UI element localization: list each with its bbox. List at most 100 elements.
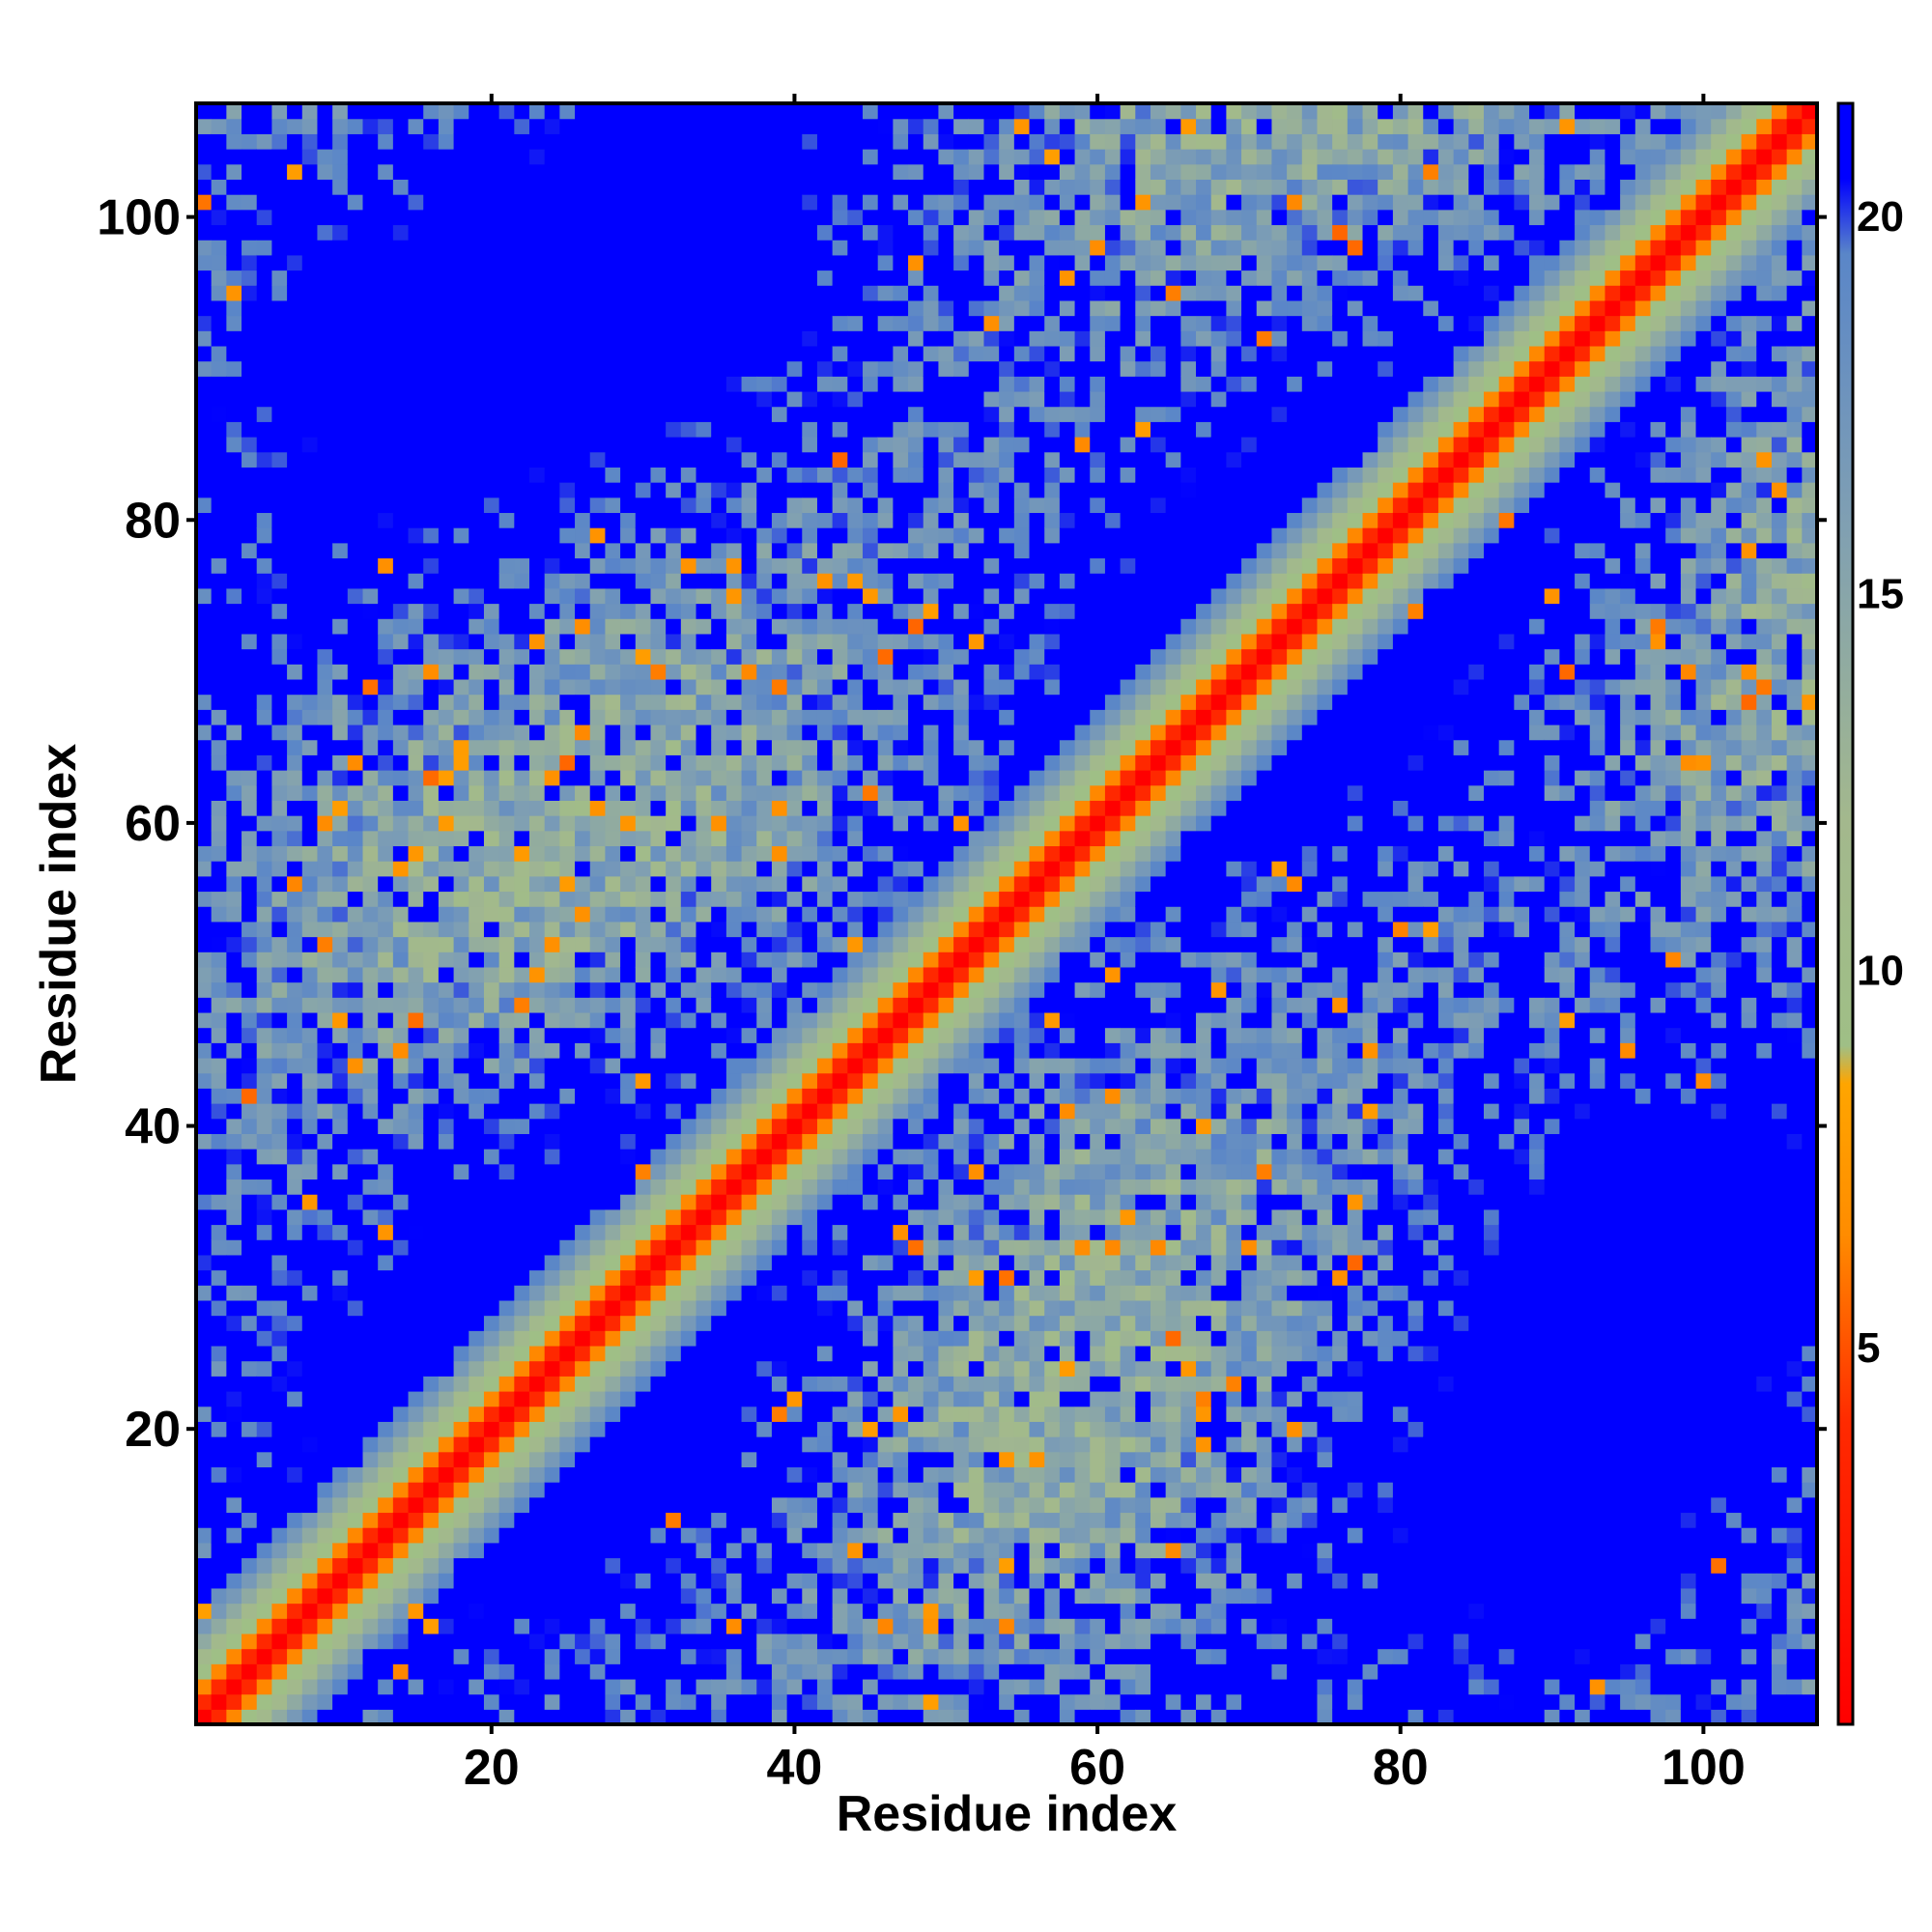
heatmap-cell <box>605 390 621 408</box>
heatmap-cell <box>559 936 576 952</box>
heatmap-cell <box>438 739 455 755</box>
heatmap-cell <box>816 1118 834 1134</box>
heatmap-cell <box>211 830 227 847</box>
heatmap-cell <box>771 952 788 968</box>
heatmap-cell <box>725 421 743 438</box>
heatmap-cell <box>362 451 379 468</box>
heatmap-cell <box>211 1315 227 1331</box>
heatmap-cell <box>650 406 667 422</box>
heatmap-cell <box>301 482 319 498</box>
heatmap-cell <box>392 270 410 286</box>
heatmap-cell <box>589 1436 607 1453</box>
heatmap-cell <box>559 376 576 392</box>
heatmap-cell <box>711 163 727 181</box>
heatmap-cell <box>211 1133 227 1150</box>
heatmap-cell <box>301 224 319 241</box>
heatmap-cell <box>287 1542 303 1559</box>
heatmap-cell <box>408 1224 424 1240</box>
heatmap-cell <box>301 694 319 710</box>
heatmap-cell <box>696 603 712 619</box>
heatmap-cell <box>589 754 607 771</box>
heatmap-cell <box>711 1436 727 1453</box>
heatmap-cell <box>605 149 621 165</box>
heatmap-cell <box>498 497 515 514</box>
heatmap-cell <box>802 603 818 619</box>
heatmap-cell <box>786 1482 803 1498</box>
heatmap-cell <box>863 1527 879 1544</box>
heatmap-cell <box>332 1390 349 1407</box>
heatmap-cell <box>650 224 667 241</box>
heatmap-cell <box>226 1527 242 1544</box>
heatmap-cell <box>529 1603 546 1619</box>
heatmap-cell <box>514 618 530 635</box>
heatmap-cell <box>620 1042 637 1059</box>
heatmap-cell <box>301 1421 319 1437</box>
heatmap-cell <box>301 194 319 211</box>
heatmap-cell <box>423 981 440 998</box>
heatmap-cell <box>226 1421 242 1437</box>
heatmap-cell <box>802 1239 818 1256</box>
heatmap-cell <box>786 1103 803 1120</box>
heatmap-cell <box>211 648 227 665</box>
heatmap-cell <box>378 1027 394 1043</box>
heatmap-cell <box>438 573 455 589</box>
heatmap-cell <box>756 1678 773 1695</box>
heatmap-cell <box>196 224 213 241</box>
heatmap-cell <box>408 482 424 498</box>
heatmap-cell <box>438 1330 455 1347</box>
heatmap-cell <box>469 482 485 498</box>
heatmap-cell <box>666 603 682 619</box>
heatmap-cell <box>741 330 757 347</box>
heatmap-cell <box>575 966 591 983</box>
heatmap-cell <box>696 1527 712 1544</box>
heatmap-cell <box>802 800 818 816</box>
heatmap-cell <box>211 1118 227 1134</box>
heatmap-cell <box>196 376 213 392</box>
heatmap-cell <box>635 421 652 438</box>
heatmap-cell <box>863 1254 879 1271</box>
heatmap-cell <box>362 1693 379 1710</box>
heatmap-cell <box>211 1451 227 1467</box>
heatmap-cell <box>196 1376 213 1392</box>
heatmap-cell <box>741 664 757 680</box>
heatmap-cell <box>256 1376 273 1392</box>
heatmap-cell <box>832 678 848 696</box>
heatmap-cell <box>680 315 697 331</box>
heatmap-cell <box>589 936 607 952</box>
heatmap-cell <box>816 739 834 755</box>
heatmap-cell <box>453 678 469 696</box>
heatmap-cell <box>469 360 485 377</box>
heatmap-cell <box>680 1663 697 1680</box>
heatmap-cell <box>483 891 500 907</box>
heatmap-cell <box>544 1269 560 1286</box>
heatmap-cell <box>271 1376 288 1392</box>
heatmap-cell <box>408 1633 424 1650</box>
heatmap-cell <box>650 285 667 301</box>
heatmap-cell <box>863 360 879 377</box>
heatmap-cell <box>877 709 894 725</box>
heatmap-cell <box>469 724 485 741</box>
heatmap-cell <box>650 118 667 134</box>
heatmap-cell <box>680 678 697 696</box>
heatmap-cell <box>635 861 652 877</box>
heatmap-cell <box>332 557 349 574</box>
heatmap-cell <box>271 648 288 665</box>
heatmap-cell <box>242 770 258 786</box>
heatmap-cell <box>362 406 379 422</box>
heatmap-cell <box>832 299 848 317</box>
heatmap-cell <box>196 270 213 286</box>
heatmap-cell <box>741 467 757 483</box>
heatmap-cell <box>575 315 591 331</box>
heatmap-cell <box>589 1406 607 1422</box>
heatmap-cell <box>256 648 273 665</box>
heatmap-cell <box>438 1011 455 1029</box>
heatmap-cell <box>347 709 364 725</box>
heatmap-cell <box>362 149 379 165</box>
heatmap-cell <box>529 542 546 559</box>
heatmap-cell <box>378 1194 394 1210</box>
heatmap-cell <box>408 800 424 816</box>
heatmap-cell <box>498 1330 515 1347</box>
heatmap-cell <box>711 997 727 1013</box>
heatmap-cell <box>666 149 682 165</box>
heatmap-cell <box>877 194 894 211</box>
